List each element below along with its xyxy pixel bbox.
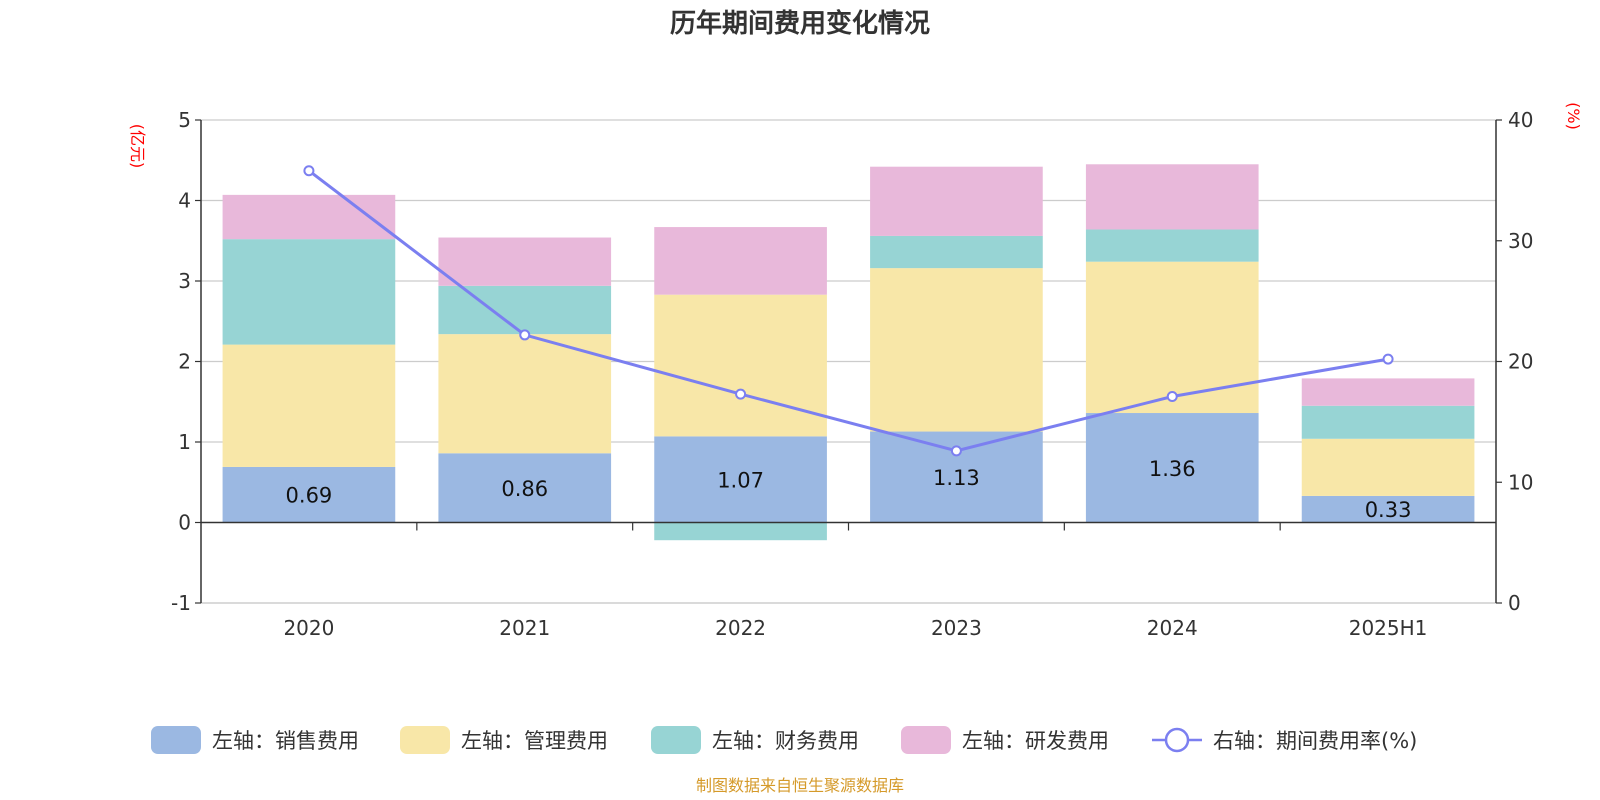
legend-item[interactable]: 左轴：管理费用 — [400, 726, 608, 754]
legend-label: 左轴：管理费用 — [461, 729, 608, 753]
legend-marker — [1164, 727, 1190, 753]
data-label: 0.86 — [501, 477, 548, 501]
rate-point — [1166, 391, 1178, 403]
bars — [222, 164, 1475, 541]
legend-swatch — [400, 726, 450, 754]
source-note: 制图数据来自恒生聚源数据库 — [696, 776, 904, 795]
left-tick-label: 0 — [178, 511, 191, 535]
legend-label: 左轴：财务费用 — [712, 729, 859, 753]
x-tick-label: 2021 — [499, 616, 550, 640]
legend-label: 左轴：研发费用 — [962, 729, 1109, 753]
left-axis-unit: (亿元) — [128, 124, 147, 169]
legend-swatch — [651, 726, 701, 754]
legend-swatch — [901, 726, 951, 754]
bar-segment — [870, 268, 1043, 432]
rate-line — [303, 165, 1394, 457]
rate-point — [1382, 353, 1394, 365]
bar-segment — [654, 436, 827, 523]
rate-point — [303, 165, 315, 177]
legend-swatch — [151, 726, 201, 754]
x-tick-label: 2023 — [931, 616, 982, 640]
left-tick-label: 1 — [178, 430, 191, 454]
bar-segment — [654, 227, 827, 295]
left-tick-label: 3 — [178, 269, 191, 293]
bar-segment — [1085, 261, 1259, 414]
bar-segment — [1301, 405, 1475, 439]
data-label: 1.36 — [1149, 457, 1196, 481]
rate-line-path — [308, 169, 1389, 453]
data-labels: 0.69 0.86 1.07 1.13 1.36 0.33 — [286, 457, 1412, 522]
legend-label: 左轴：销售费用 — [212, 729, 359, 753]
data-label: 0.69 — [286, 484, 333, 508]
bar-segment — [1085, 164, 1259, 230]
rate-point — [735, 388, 747, 400]
bar-segment — [654, 522, 827, 541]
right-tick-label: 40 — [1508, 108, 1533, 132]
bar-segment — [1301, 495, 1475, 523]
x-tick-label: 2022 — [715, 616, 766, 640]
data-label: 1.07 — [717, 468, 764, 492]
right-tick-label: 10 — [1508, 470, 1533, 494]
right-axis-unit: (%) — [1564, 102, 1583, 130]
legend-item[interactable]: 左轴：研发费用 — [901, 726, 1109, 754]
bar-segment — [1301, 438, 1475, 496]
bar-segment — [1085, 229, 1259, 262]
bar-segment — [222, 194, 396, 240]
left-tick-label: 5 — [178, 108, 191, 132]
bar-segment — [438, 237, 612, 286]
axes: -1 0 1 2 3 4 5 0 10 20 30 40 2020 2021 2022 2023 2024 202… — [171, 108, 1533, 640]
bar-segment — [438, 334, 612, 454]
right-tick-label: 0 — [1508, 591, 1521, 615]
bar-segment — [870, 235, 1043, 269]
legend-item[interactable]: 左轴：销售费用 — [151, 726, 359, 754]
data-label: 0.33 — [1365, 498, 1412, 522]
left-tick-label: -1 — [171, 591, 191, 615]
bar-segment — [654, 294, 827, 437]
right-tick-label: 30 — [1508, 229, 1533, 253]
right-tick-label: 20 — [1508, 350, 1533, 374]
bar-segment — [438, 285, 612, 335]
bar-segment — [222, 466, 396, 523]
data-label: 1.13 — [933, 466, 980, 490]
bar-segment — [870, 166, 1043, 236]
bar-segment — [222, 239, 396, 345]
bar-segment — [1085, 413, 1259, 523]
legend-label: 右轴：期间费用率(%) — [1213, 729, 1417, 753]
bar-segment — [1301, 378, 1475, 406]
bar-segment — [222, 344, 396, 467]
rate-point — [950, 445, 962, 457]
chart-title: 历年期间费用变化情况 — [670, 8, 930, 39]
legend-item[interactable]: 右轴：期间费用率(%) — [1152, 727, 1417, 753]
left-tick-label: 2 — [178, 350, 191, 374]
rate-point — [519, 329, 531, 341]
x-tick-label: 2024 — [1147, 616, 1198, 640]
legend-item[interactable]: 左轴：财务费用 — [651, 726, 859, 754]
left-tick-label: 4 — [178, 189, 191, 213]
x-tick-label: 2020 — [283, 616, 334, 640]
legend: 左轴：销售费用 左轴：管理费用 左轴：财务费用 左轴：研发费用 右轴：期间费用率(%) — [151, 726, 1417, 754]
gridlines — [201, 119, 1496, 604]
bar-segment — [438, 453, 612, 523]
x-tick-label: 2025H1 — [1349, 616, 1428, 640]
